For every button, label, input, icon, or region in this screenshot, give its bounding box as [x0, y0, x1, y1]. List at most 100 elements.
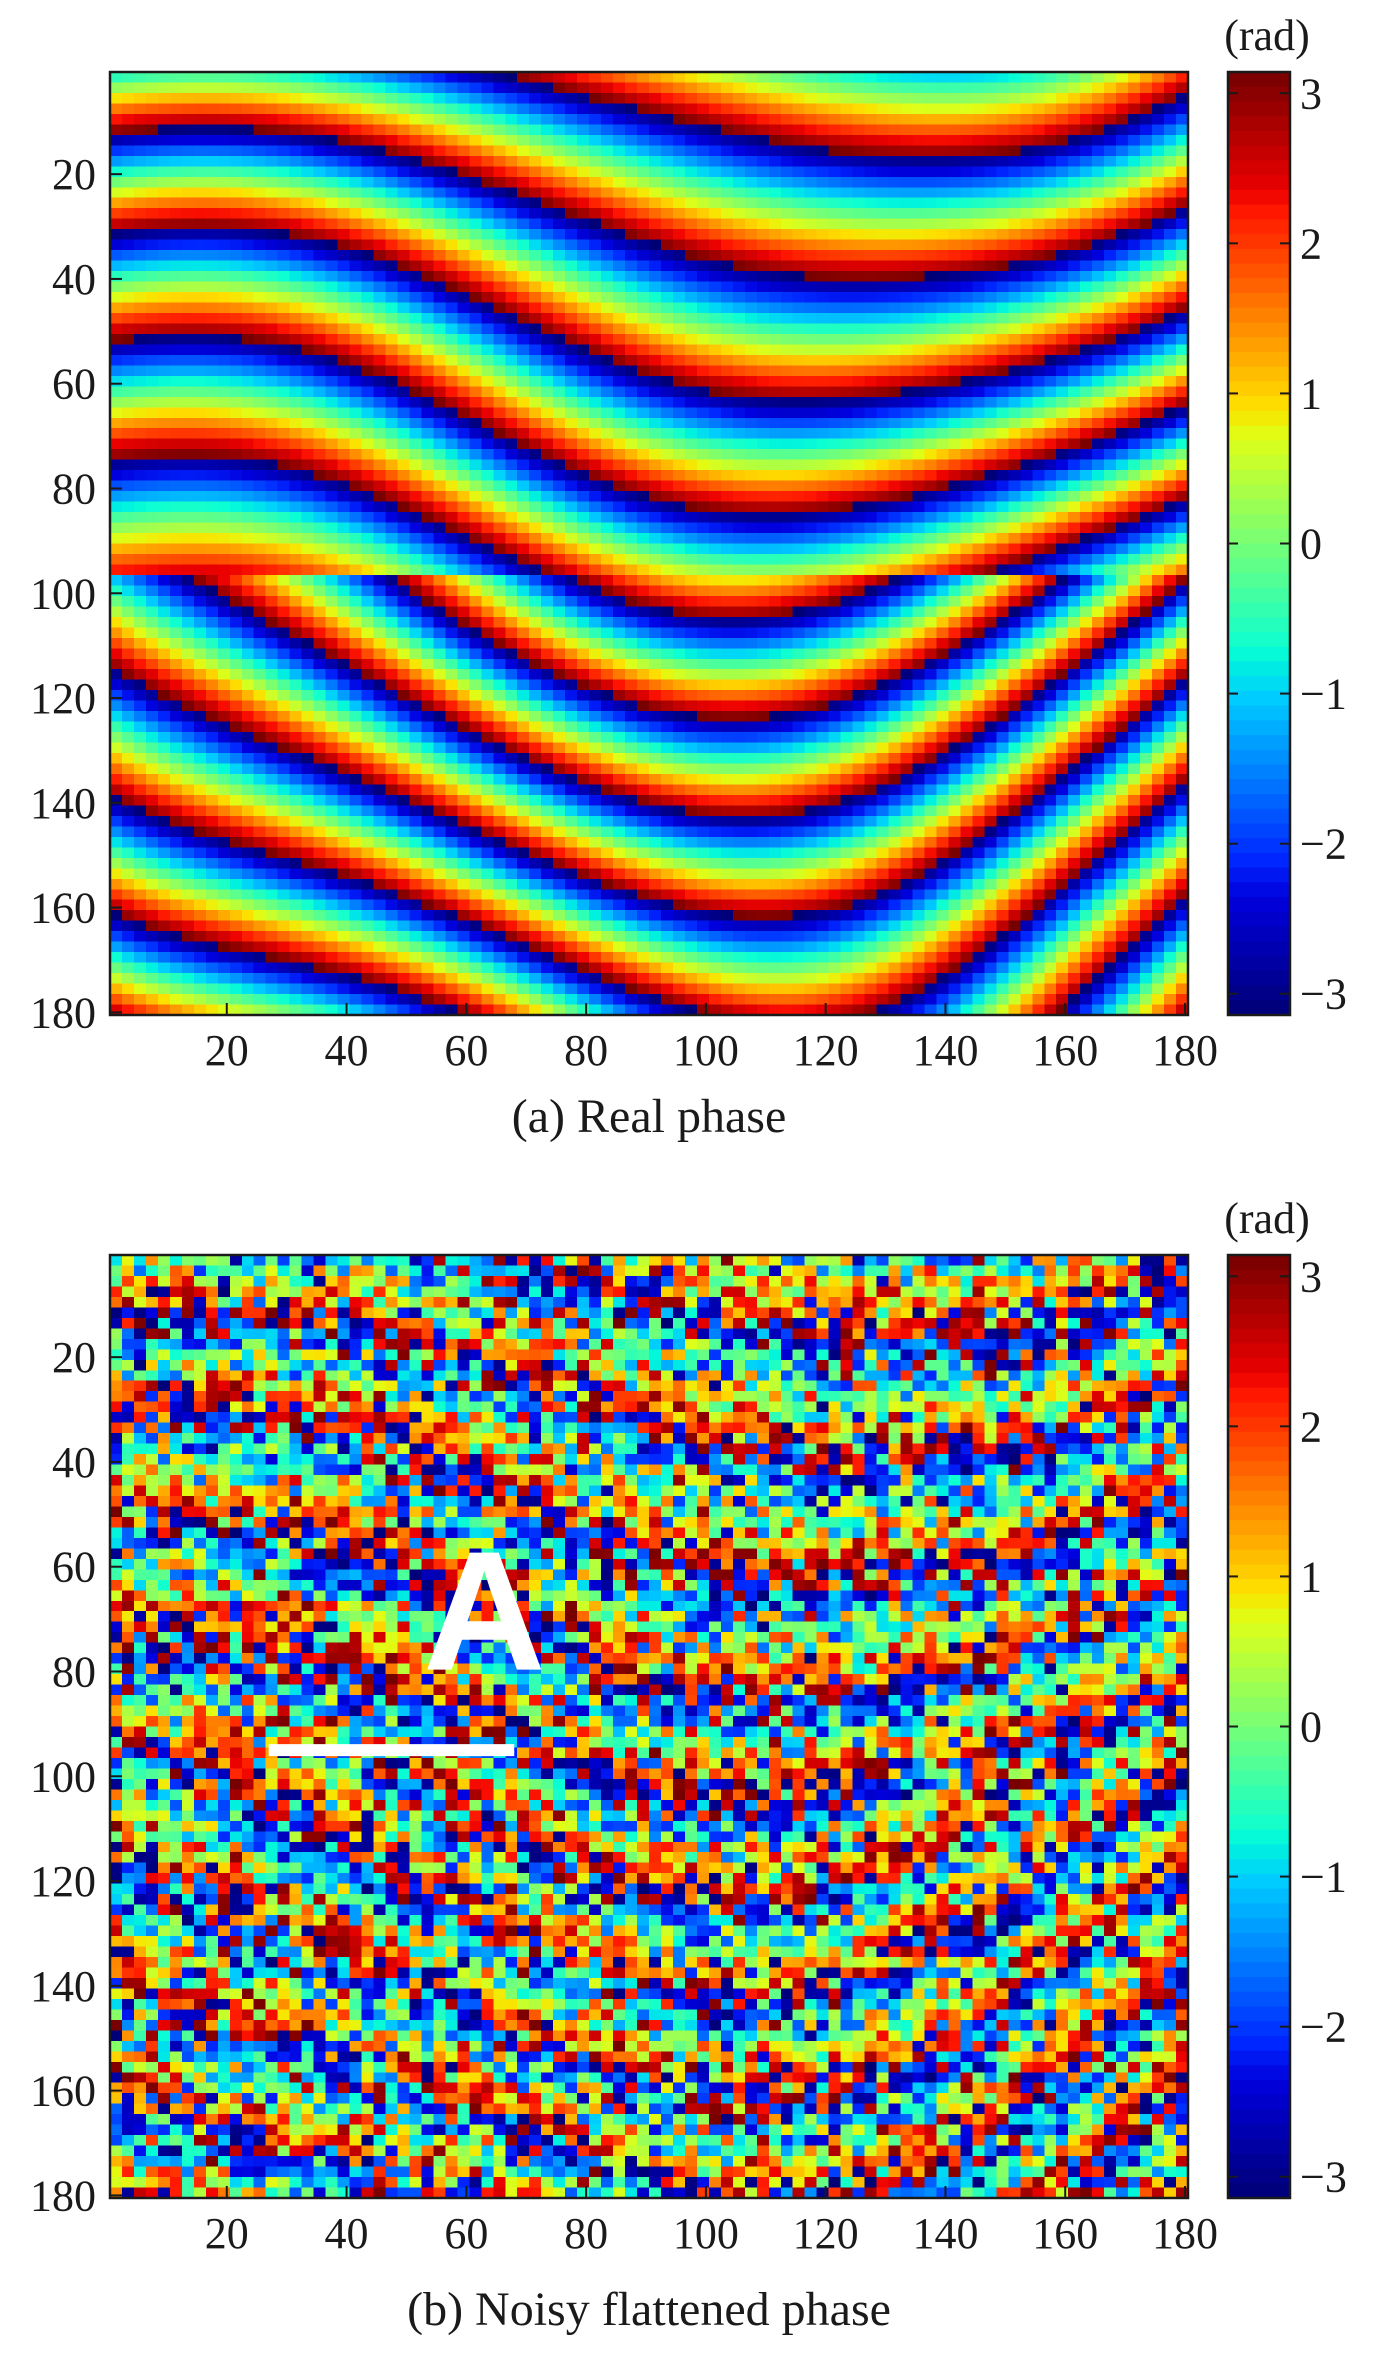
y-tick-label: 140 — [30, 1962, 96, 2011]
colorbar-swatch — [1228, 2035, 1290, 2052]
colorbar-unit-label: (rad) — [1224, 1194, 1310, 1243]
colorbar-swatch — [1228, 602, 1290, 618]
x-tick-label: 180 — [1152, 2209, 1218, 2258]
colorbar-tick-label: −2 — [1300, 2003, 1347, 2052]
y-tick-label: 80 — [52, 1647, 96, 1696]
colorbar-swatch — [1228, 514, 1290, 530]
colorbar-swatch — [1228, 145, 1290, 162]
colorbar-swatch — [1228, 2050, 1290, 2066]
colorbar-swatch — [1228, 1534, 1290, 1551]
colorbar-swatch — [1228, 86, 1290, 103]
colorbar-swatch — [1228, 234, 1290, 250]
colorbar-tick-label: 1 — [1300, 1552, 1322, 1601]
colorbar-swatch — [1228, 1269, 1290, 1286]
colorbar-swatch — [1228, 1461, 1290, 1477]
colorbar-swatch — [1228, 219, 1290, 235]
colorbar-swatch — [1228, 337, 1290, 353]
colorbar-swatch — [1228, 911, 1290, 928]
colorbar-swatch — [1228, 1859, 1290, 1875]
x-tick-label: 80 — [564, 1026, 608, 1075]
phase-heatmap — [110, 72, 1188, 1015]
x-tick-label: 40 — [325, 2209, 369, 2258]
colorbar-swatch — [1228, 985, 1290, 1001]
x-tick-label: 60 — [444, 1026, 488, 1075]
colorbar-swatch — [1228, 1888, 1290, 1904]
colorbar-swatch — [1228, 735, 1290, 751]
colorbar-swatch — [1228, 1623, 1290, 1639]
colorbar-swatch — [1228, 2080, 1290, 2096]
colorbar-swatch — [1228, 440, 1290, 456]
colorbar-unit-label: (rad) — [1224, 11, 1310, 60]
colorbar-swatch — [1228, 572, 1290, 589]
colorbar-swatch — [1228, 970, 1290, 987]
colorbar-swatch — [1228, 528, 1290, 545]
colorbar-swatch — [1228, 1476, 1290, 1492]
colorbar-tick-label: 1 — [1300, 369, 1322, 418]
colorbar-swatch — [1228, 764, 1290, 780]
colorbar-swatch — [1228, 749, 1290, 766]
colorbar-swatch — [1228, 1755, 1290, 1772]
colorbar-swatch — [1228, 1343, 1290, 1359]
plot-frame — [108, 70, 1190, 1017]
y-tick-label: 120 — [30, 674, 96, 723]
colorbar-swatch — [1228, 1608, 1290, 1624]
colorbar-swatch — [1228, 1313, 1290, 1330]
colorbar-swatch — [1228, 2183, 1290, 2199]
colorbar-swatch — [1228, 1358, 1290, 1374]
colorbar-swatch — [1228, 897, 1290, 913]
x-tick-label: 120 — [793, 1026, 859, 1075]
colorbar-swatch — [1228, 2065, 1290, 2081]
colorbar-swatch — [1228, 307, 1290, 324]
colorbar-swatch — [1228, 322, 1290, 338]
colorbar-swatch — [1228, 543, 1290, 559]
colorbar-tick-label: 3 — [1300, 69, 1322, 118]
colorbar-swatch — [1228, 587, 1290, 604]
colorbar-tick-label: 2 — [1300, 219, 1322, 268]
colorbar-swatch — [1228, 1741, 1290, 1757]
y-tick-label: 160 — [30, 2067, 96, 2116]
colorbar-swatch — [1228, 2094, 1290, 2111]
y-tick-label: 40 — [52, 255, 96, 304]
colorbar-swatch — [1228, 1800, 1290, 1816]
x-tick-label: 160 — [1032, 1026, 1098, 1075]
colorbar-swatch — [1228, 1520, 1290, 1536]
colorbar-swatch — [1228, 956, 1290, 972]
x-tick-label: 40 — [325, 1026, 369, 1075]
colorbar-swatch — [1228, 1638, 1290, 1654]
x-tick-label: 120 — [793, 2209, 859, 2258]
colorbar-swatch — [1228, 248, 1290, 265]
x-tick-label: 100 — [673, 1026, 739, 1075]
colorbar-swatch — [1228, 1549, 1290, 1566]
colorbar-tick-label: −3 — [1300, 970, 1347, 1019]
colorbar-swatch — [1228, 469, 1290, 486]
x-tick-label: 140 — [912, 2209, 978, 2258]
colorbar-swatch — [1228, 1697, 1290, 1713]
colorbar-swatch — [1228, 1829, 1290, 1845]
colorbar-swatch — [1228, 1402, 1290, 1418]
colorbar-swatch — [1228, 410, 1290, 427]
colorbar-swatch — [1228, 484, 1290, 500]
y-tick-label: 120 — [30, 1857, 96, 1906]
colorbar-swatch — [1228, 101, 1290, 117]
colorbar-swatch — [1228, 1814, 1290, 1831]
colorbar-swatch — [1228, 1947, 1290, 1963]
colorbar-swatch — [1228, 278, 1290, 294]
colorbar-swatch — [1228, 1770, 1290, 1787]
colorbar-swatch — [1228, 1579, 1290, 1595]
colorbar-swatch — [1228, 1328, 1290, 1345]
colorbar-tick-label: 3 — [1300, 1252, 1322, 1301]
colorbar-swatch — [1228, 2153, 1290, 2170]
colorbar-swatch — [1228, 1255, 1290, 1271]
colorbar-swatch — [1228, 1962, 1290, 1978]
y-tick-label: 60 — [52, 360, 96, 409]
colorbar: 3 2 1 0 −1 −2 −3 (rad) — [1224, 11, 1347, 1019]
colorbar-tick-label: −2 — [1300, 820, 1347, 869]
colorbar-tick-label: 0 — [1300, 520, 1322, 569]
x-tick-label: 180 — [1152, 1026, 1218, 1075]
colorbar-tick-label: −3 — [1300, 2153, 1347, 2202]
colorbar-swatch — [1228, 1726, 1290, 1742]
colorbar: 3 2 1 0 −1 −2 −3 (rad) — [1224, 1194, 1347, 2202]
colorbar-swatch — [1228, 2139, 1290, 2155]
colorbar-swatch — [1228, 1682, 1290, 1698]
